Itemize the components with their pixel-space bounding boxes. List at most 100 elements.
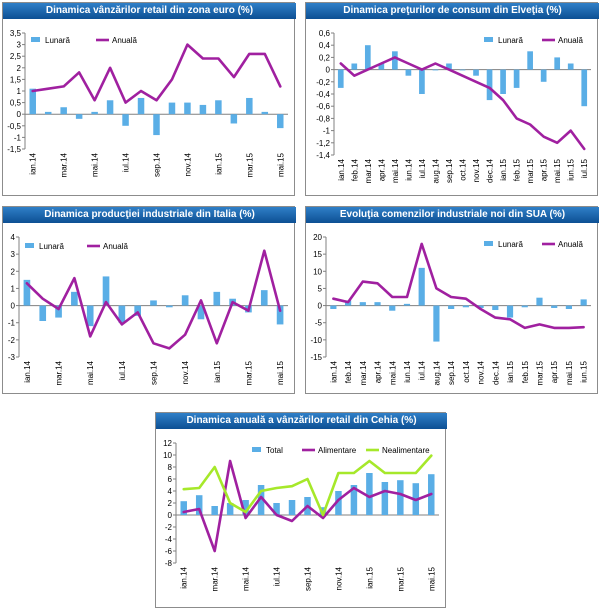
bar xyxy=(55,305,62,318)
bar xyxy=(277,114,284,129)
legend-swatch xyxy=(484,37,493,42)
chart-italy-industry: 4 3 2 1 0 -1 -2 -3 ian.14 mar.14 mai.14 iul.14 sep.1… xyxy=(8,233,288,385)
x-tick-label: mai.14 xyxy=(242,566,251,591)
x-tick-label: sep.14 xyxy=(153,152,162,177)
x-tick-label: ian.15 xyxy=(214,152,223,174)
y-tick-label: -6 xyxy=(165,547,173,556)
y-tick-label: 2 xyxy=(11,267,16,276)
x-tick-label: ian.14 xyxy=(29,152,38,174)
x-tick-label: aug.14 xyxy=(432,360,441,385)
bar xyxy=(536,297,543,306)
legend-label: Anuală xyxy=(558,36,583,45)
y-tick-label: 0 xyxy=(326,66,331,75)
y-tick-label: 6 xyxy=(168,475,173,484)
bar xyxy=(273,503,280,515)
bar xyxy=(554,57,561,70)
bar xyxy=(211,506,218,515)
bar xyxy=(215,100,222,115)
y-tick-label: 1,5 xyxy=(10,75,22,84)
bar xyxy=(374,302,381,306)
y-tick-label: 0 xyxy=(11,302,16,311)
y-tick-label: -1,2 xyxy=(316,139,330,148)
x-tick-label: iul.14 xyxy=(118,360,127,380)
bar xyxy=(75,114,83,119)
bar xyxy=(242,500,249,515)
x-tick-label: nov.14 xyxy=(334,566,343,590)
y-tick-label: -4 xyxy=(165,535,173,544)
legend-swatch xyxy=(484,241,493,246)
y-tick-label: -8 xyxy=(165,559,173,568)
bar xyxy=(506,305,514,318)
x-tick-label: apr.14 xyxy=(374,360,383,383)
legend-label: Lunară xyxy=(498,36,523,45)
bar xyxy=(492,305,499,311)
y-tick-label: 15 xyxy=(313,250,322,259)
bar xyxy=(134,305,141,316)
x-tick-label: ian.14 xyxy=(337,158,346,180)
bar xyxy=(459,69,466,71)
x-tick-label: oct.14 xyxy=(462,360,471,382)
bar xyxy=(359,302,366,306)
chart-panel-usa-orders: Evoluţia comenzilor industriale noi din … xyxy=(305,206,599,394)
chart-euro-retail: 3,5 3 2,5 2 1,5 1 0,5 0 -0,5 -1 -1,5 ian.14 mar.14 ma… xyxy=(7,29,288,177)
y-tick-label: 0,4 xyxy=(319,41,331,50)
y-tick-label: -0,6 xyxy=(316,102,330,111)
chart-title: Dinamica preţurilor de consum din Elveţi… xyxy=(306,3,599,19)
bar xyxy=(477,305,484,308)
y-tick-label: 12 xyxy=(163,439,172,448)
series-line xyxy=(182,459,433,553)
y-tick-label: 0 xyxy=(318,302,323,311)
bar xyxy=(181,295,189,306)
x-tick-label: mai.14 xyxy=(391,158,400,183)
x-tick-label: aug.14 xyxy=(431,158,440,183)
y-tick-label: -1,5 xyxy=(7,145,21,154)
x-tick-label: dec.14 xyxy=(486,158,495,183)
x-tick-label: sep.14 xyxy=(447,360,456,385)
bar xyxy=(44,111,52,115)
bar xyxy=(168,102,176,115)
bar xyxy=(366,473,373,515)
x-tick-label: nov.14 xyxy=(181,360,190,384)
x-tick-label: ian.15 xyxy=(499,158,508,180)
y-tick-label: -2 xyxy=(165,523,173,532)
y-tick-label: -0,8 xyxy=(316,114,330,123)
bar xyxy=(486,69,493,101)
y-tick-label: 10 xyxy=(313,267,322,276)
y-tick-label: 4 xyxy=(168,487,173,496)
bar xyxy=(319,507,327,515)
x-tick-label: feb.15 xyxy=(513,158,522,181)
y-tick-label: 0,2 xyxy=(319,53,331,62)
x-tick-label: ian.14 xyxy=(329,360,338,382)
x-tick-label: ian.15 xyxy=(213,360,222,382)
bar xyxy=(392,51,398,70)
bar xyxy=(60,107,67,115)
x-tick-label: mai.15 xyxy=(427,566,436,591)
y-tick-label: 3,5 xyxy=(10,29,22,38)
legend-label: Anuală xyxy=(103,242,128,251)
x-tick-label: apr.14 xyxy=(377,158,386,181)
x-tick-label: iun.14 xyxy=(403,360,412,382)
bar xyxy=(257,485,265,515)
x-tick-label: nov.14 xyxy=(183,152,192,176)
bar xyxy=(23,279,31,306)
x-tick-label: mai.14 xyxy=(86,360,95,385)
chart-panel-swiss-cpi: Dinamica preţurilor de consum din Elveţi… xyxy=(305,2,599,196)
x-tick-label: mar.14 xyxy=(55,360,64,385)
x-tick-label: sep.14 xyxy=(150,360,159,385)
x-tick-label: iul.14 xyxy=(418,158,427,178)
bar xyxy=(335,491,342,515)
x-tick-label: iul.15 xyxy=(580,158,589,178)
bar xyxy=(122,114,129,126)
bar xyxy=(246,97,253,115)
bar xyxy=(462,305,469,308)
x-tick-label: sep.14 xyxy=(445,158,454,183)
bar xyxy=(473,69,479,76)
y-tick-label: -5 xyxy=(315,319,323,328)
y-tick-label: -10 xyxy=(310,336,322,345)
x-tick-label: iul.14 xyxy=(122,152,131,172)
x-tick-label: iul.14 xyxy=(273,566,282,586)
bar xyxy=(195,495,203,515)
x-tick-label: sep.14 xyxy=(304,566,313,591)
y-tick-label: 0,6 xyxy=(319,29,331,38)
series-line xyxy=(339,56,586,151)
